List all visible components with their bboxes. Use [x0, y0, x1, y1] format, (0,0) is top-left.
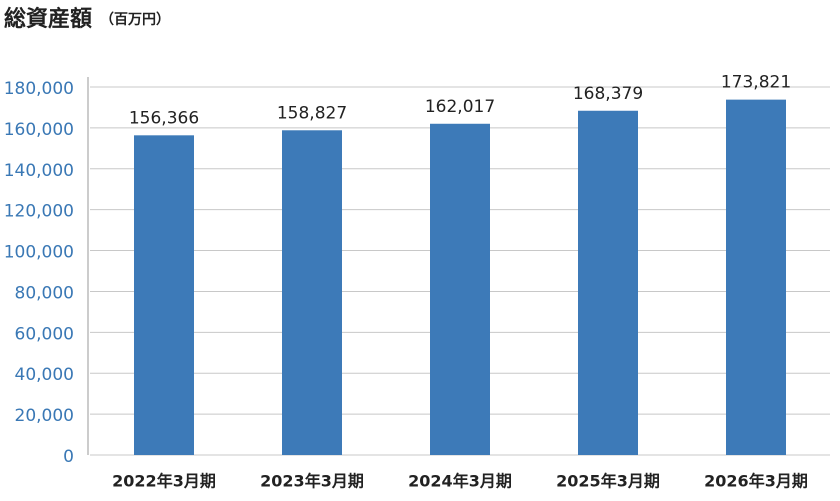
x-tick-label: 2024年3月期	[408, 472, 512, 491]
y-tick-label: 0	[63, 447, 74, 467]
bar	[578, 110, 638, 456]
x-tick-label: 2025年3月期	[556, 472, 660, 491]
y-tick-label: 20,000	[15, 406, 74, 426]
data-label: 158,827	[277, 103, 347, 123]
bar	[282, 130, 342, 455]
data-label: 156,366	[129, 108, 199, 128]
y-tick-label: 40,000	[15, 365, 74, 385]
x-tick-label: 2026年3月期	[704, 472, 808, 491]
y-tick-label: 100,000	[4, 243, 74, 263]
data-label: 168,379	[573, 84, 643, 104]
y-tick-label: 120,000	[4, 202, 74, 222]
y-tick-label: 80,000	[15, 283, 74, 303]
chart-subtitle: （百万円）	[100, 12, 170, 28]
bar	[726, 99, 786, 455]
y-tick-label: 140,000	[4, 161, 74, 181]
data-label: 173,821	[721, 73, 791, 93]
y-tick-label: 60,000	[15, 324, 74, 344]
x-tick-label: 2023年3月期	[260, 472, 364, 491]
bar	[134, 135, 194, 455]
bar	[430, 123, 490, 455]
x-tick-label: 2022年3月期	[112, 472, 216, 491]
data-label: 162,017	[425, 97, 495, 117]
y-tick-label: 180,000	[4, 79, 74, 99]
y-tick-label: 160,000	[4, 120, 74, 140]
chart-title: 総資産額	[4, 6, 92, 32]
